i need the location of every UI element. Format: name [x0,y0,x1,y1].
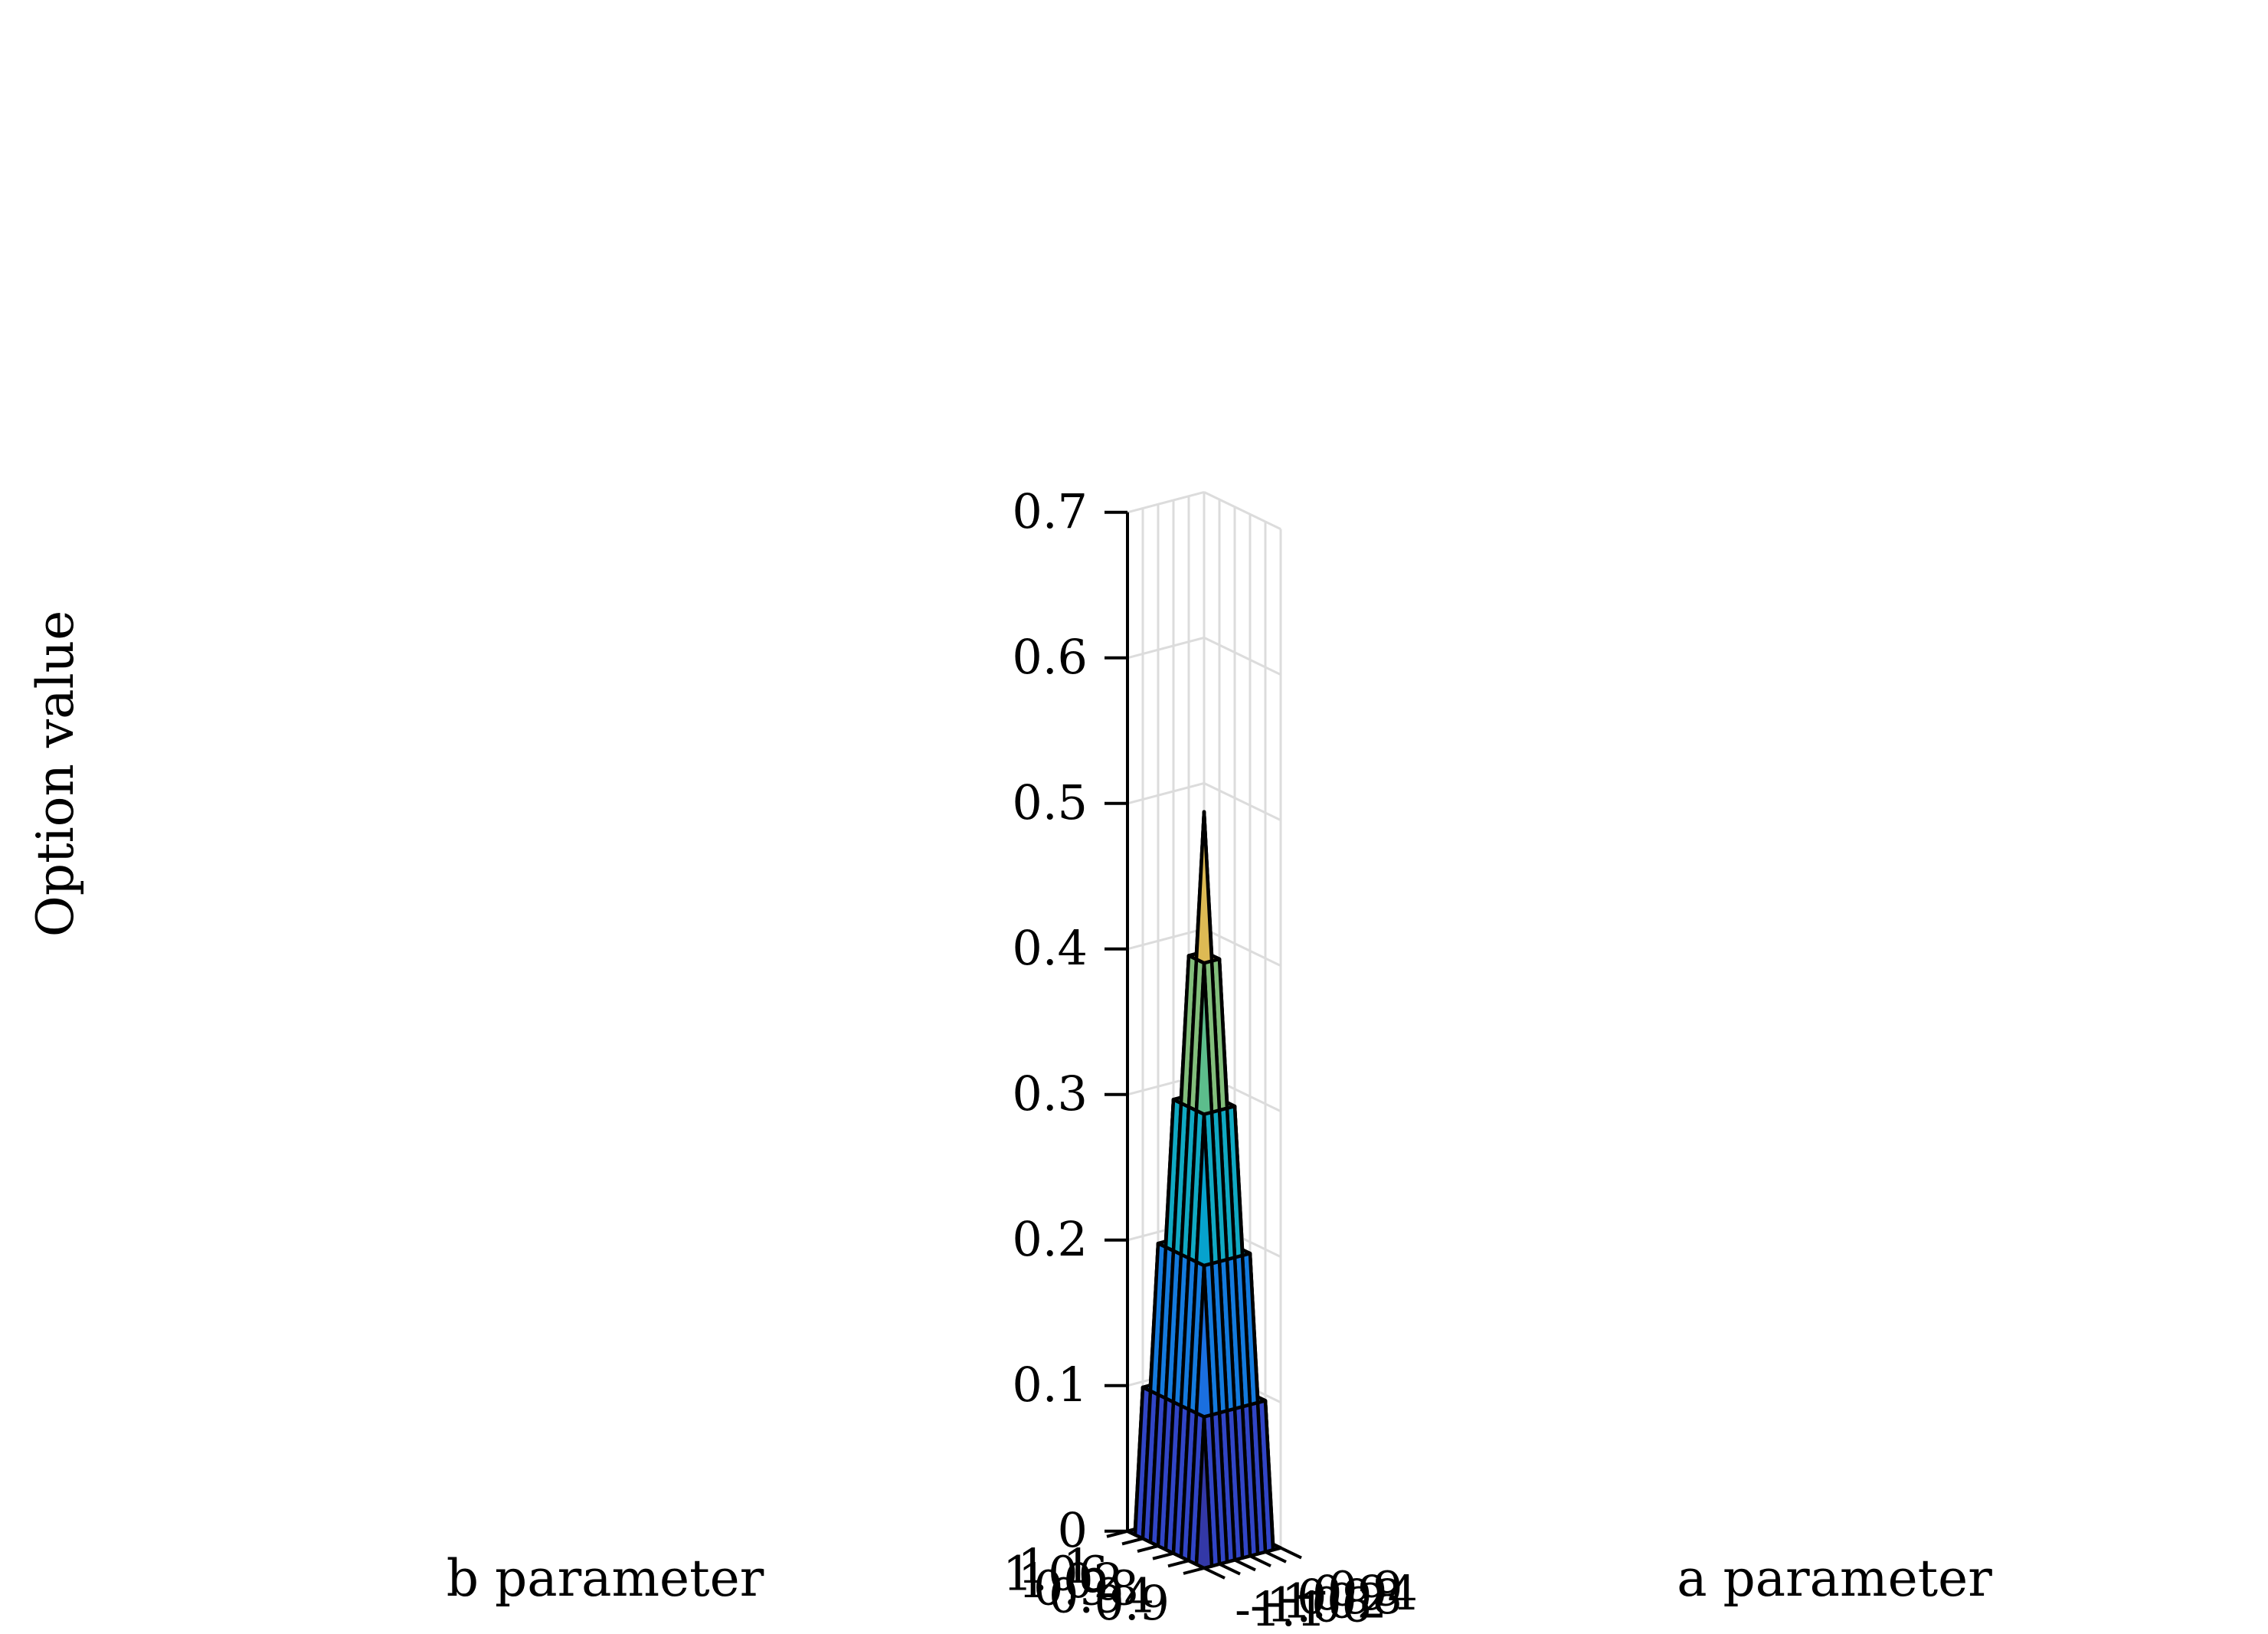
z-tick-label: 0.4 [1012,920,1088,976]
grid-line-horizontal [1127,636,1205,660]
y-tick-label: 1.1 [1017,1538,1093,1594]
x-tick-label: -0.9 [1311,1561,1403,1617]
axes: 0 0.1 0.2 0.3 0.4 0.5 0.6 0.7 1.11.061.020.980.9… [1003,483,1418,1634]
x-axis-line [1203,1546,1281,1570]
z-tick-label: 0.6 [1012,629,1088,685]
x-tick-label: -1.02 [1265,1573,1387,1629]
x-tick-mark [1265,1550,1287,1564]
z-tick-label: 0.2 [1012,1211,1088,1267]
y-tick-label: 1.02 [1018,1553,1124,1609]
x-tick-label: -1.06 [1250,1577,1372,1633]
x-axis-label: a parameter [1677,1549,1992,1608]
x-tick-label: -1.1 [1235,1581,1327,1634]
y-tick-mark [1106,1529,1128,1538]
grid-line-horizontal [1127,927,1205,951]
grid-line-horizontal [1127,781,1205,805]
z-tick-label: 0.5 [1012,774,1088,830]
x-tick-mark [1249,1554,1271,1567]
x-tick-label: -0.98 [1281,1569,1402,1625]
y-tick-mark [1152,1551,1174,1560]
y-tick-mark [1183,1567,1205,1575]
x-tick-mark [1280,1546,1302,1560]
grid-line-horizontal [1203,491,1281,530]
y-tick-mark [1167,1559,1190,1568]
y-axis-label: b parameter [447,1549,764,1608]
x-tick-mark [1219,1562,1241,1576]
grid-line-horizontal [1203,637,1281,676]
grid-line-horizontal [1203,782,1281,821]
z-tick-label: 0 [1058,1502,1088,1558]
y-tick-label: 1.06 [1003,1545,1108,1601]
y-tick-label: 0.9 [1094,1575,1170,1631]
x-tick-mark [1234,1558,1256,1572]
y-tick-mark [1137,1544,1159,1554]
grid-line-horizontal [1203,928,1281,967]
surface-cell [1194,810,1214,965]
x-tick-label: -0.94 [1296,1565,1418,1621]
y-tick-label: 0.98 [1033,1560,1139,1616]
x-tick-mark [1203,1567,1226,1580]
z-tick-label: 0.1 [1012,1357,1088,1413]
surface-mesh [1125,810,1283,1570]
y-tick-mark [1121,1537,1144,1546]
z-axis-label: Option value [26,611,85,938]
y-axis-line [1127,1529,1205,1570]
z-tick-label: 0.7 [1012,483,1088,539]
y-tick-label: 0.94 [1049,1567,1154,1623]
z-tick-label: 0.3 [1012,1066,1088,1122]
grid-line-horizontal [1127,490,1205,514]
